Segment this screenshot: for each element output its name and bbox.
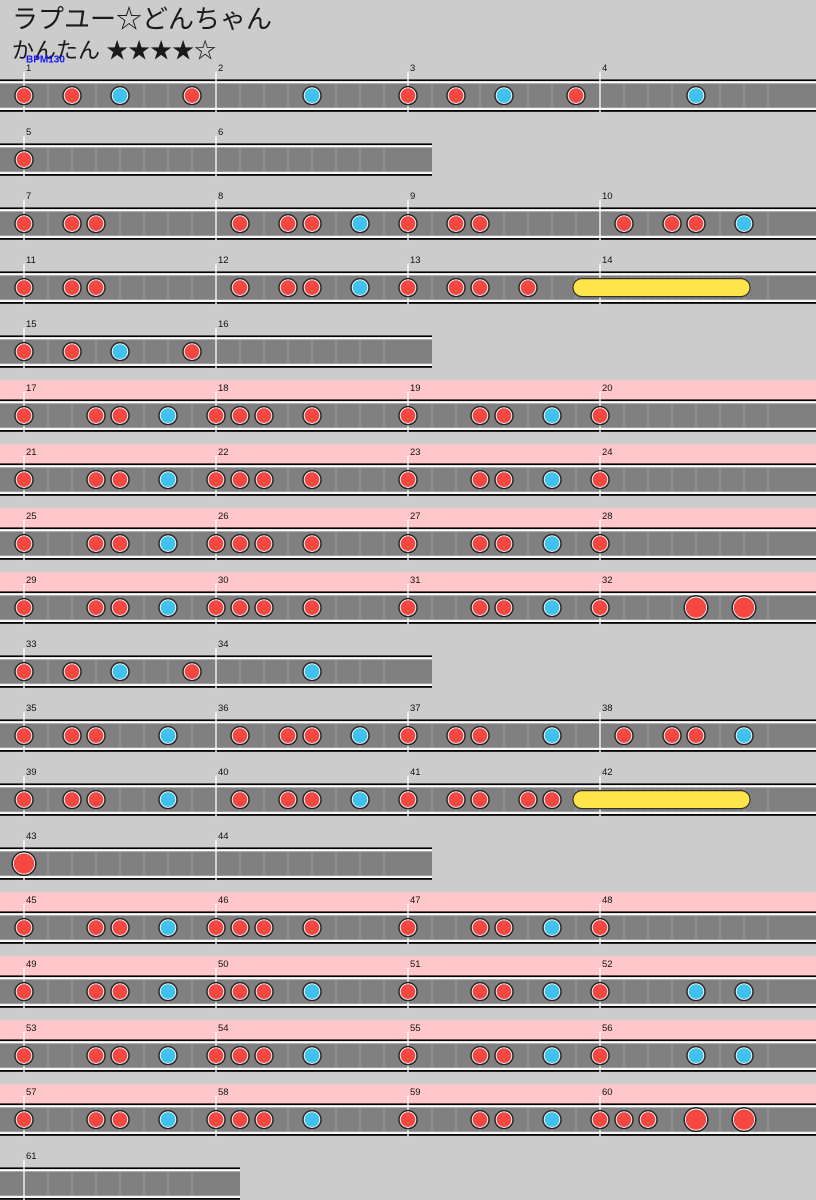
svg-text:31: 31	[410, 575, 421, 586]
svg-text:18: 18	[218, 383, 229, 394]
svg-text:35: 35	[26, 703, 37, 714]
svg-text:21: 21	[26, 447, 37, 458]
svg-text:15: 15	[26, 319, 37, 330]
svg-text:12: 12	[218, 255, 229, 266]
svg-text:30: 30	[218, 575, 229, 586]
svg-text:10: 10	[602, 191, 613, 202]
svg-text:6: 6	[218, 127, 223, 138]
svg-text:BPM130: BPM130	[26, 55, 65, 66]
svg-text:19: 19	[410, 383, 421, 394]
svg-text:53: 53	[26, 1023, 37, 1034]
svg-text:54: 54	[218, 1023, 229, 1034]
svg-text:42: 42	[602, 767, 613, 778]
svg-text:24: 24	[602, 447, 613, 458]
svg-text:38: 38	[602, 703, 613, 714]
svg-text:28: 28	[602, 511, 613, 522]
svg-text:58: 58	[218, 1087, 229, 1098]
svg-text:29: 29	[26, 575, 37, 586]
svg-text:32: 32	[602, 575, 613, 586]
svg-text:2: 2	[218, 63, 223, 74]
svg-text:50: 50	[218, 959, 229, 970]
svg-text:43: 43	[26, 831, 37, 842]
svg-text:61: 61	[26, 1151, 37, 1162]
svg-text:47: 47	[410, 895, 421, 906]
svg-text:20: 20	[602, 383, 613, 394]
svg-text:40: 40	[218, 767, 229, 778]
svg-text:51: 51	[410, 959, 421, 970]
svg-text:14: 14	[602, 255, 613, 266]
svg-text:55: 55	[410, 1023, 421, 1034]
svg-text:4: 4	[602, 63, 607, 74]
svg-text:16: 16	[218, 319, 229, 330]
svg-text:41: 41	[410, 767, 421, 778]
svg-text:37: 37	[410, 703, 421, 714]
svg-text:17: 17	[26, 383, 37, 394]
svg-text:34: 34	[218, 639, 229, 650]
svg-text:36: 36	[218, 703, 229, 714]
svg-text:8: 8	[218, 191, 223, 202]
svg-text:44: 44	[218, 831, 229, 842]
svg-text:25: 25	[26, 511, 37, 522]
svg-text:45: 45	[26, 895, 37, 906]
svg-text:11: 11	[26, 255, 36, 266]
svg-text:48: 48	[602, 895, 613, 906]
svg-text:26: 26	[218, 511, 229, 522]
svg-text:52: 52	[602, 959, 613, 970]
svg-text:46: 46	[218, 895, 229, 906]
svg-text:57: 57	[26, 1087, 37, 1098]
svg-text:9: 9	[410, 191, 415, 202]
svg-text:3: 3	[410, 63, 415, 74]
svg-text:60: 60	[602, 1087, 613, 1098]
svg-text:49: 49	[26, 959, 37, 970]
svg-text:56: 56	[602, 1023, 613, 1034]
svg-text:13: 13	[410, 255, 421, 266]
svg-text:59: 59	[410, 1087, 421, 1098]
svg-text:22: 22	[218, 447, 229, 458]
svg-text:5: 5	[26, 127, 31, 138]
svg-text:ラプユー☆どんちゃん: ラプユー☆どんちゃん	[12, 4, 272, 34]
svg-text:23: 23	[410, 447, 421, 458]
svg-text:33: 33	[26, 639, 37, 650]
svg-text:39: 39	[26, 767, 37, 778]
svg-text:27: 27	[410, 511, 421, 522]
svg-text:7: 7	[26, 191, 31, 202]
